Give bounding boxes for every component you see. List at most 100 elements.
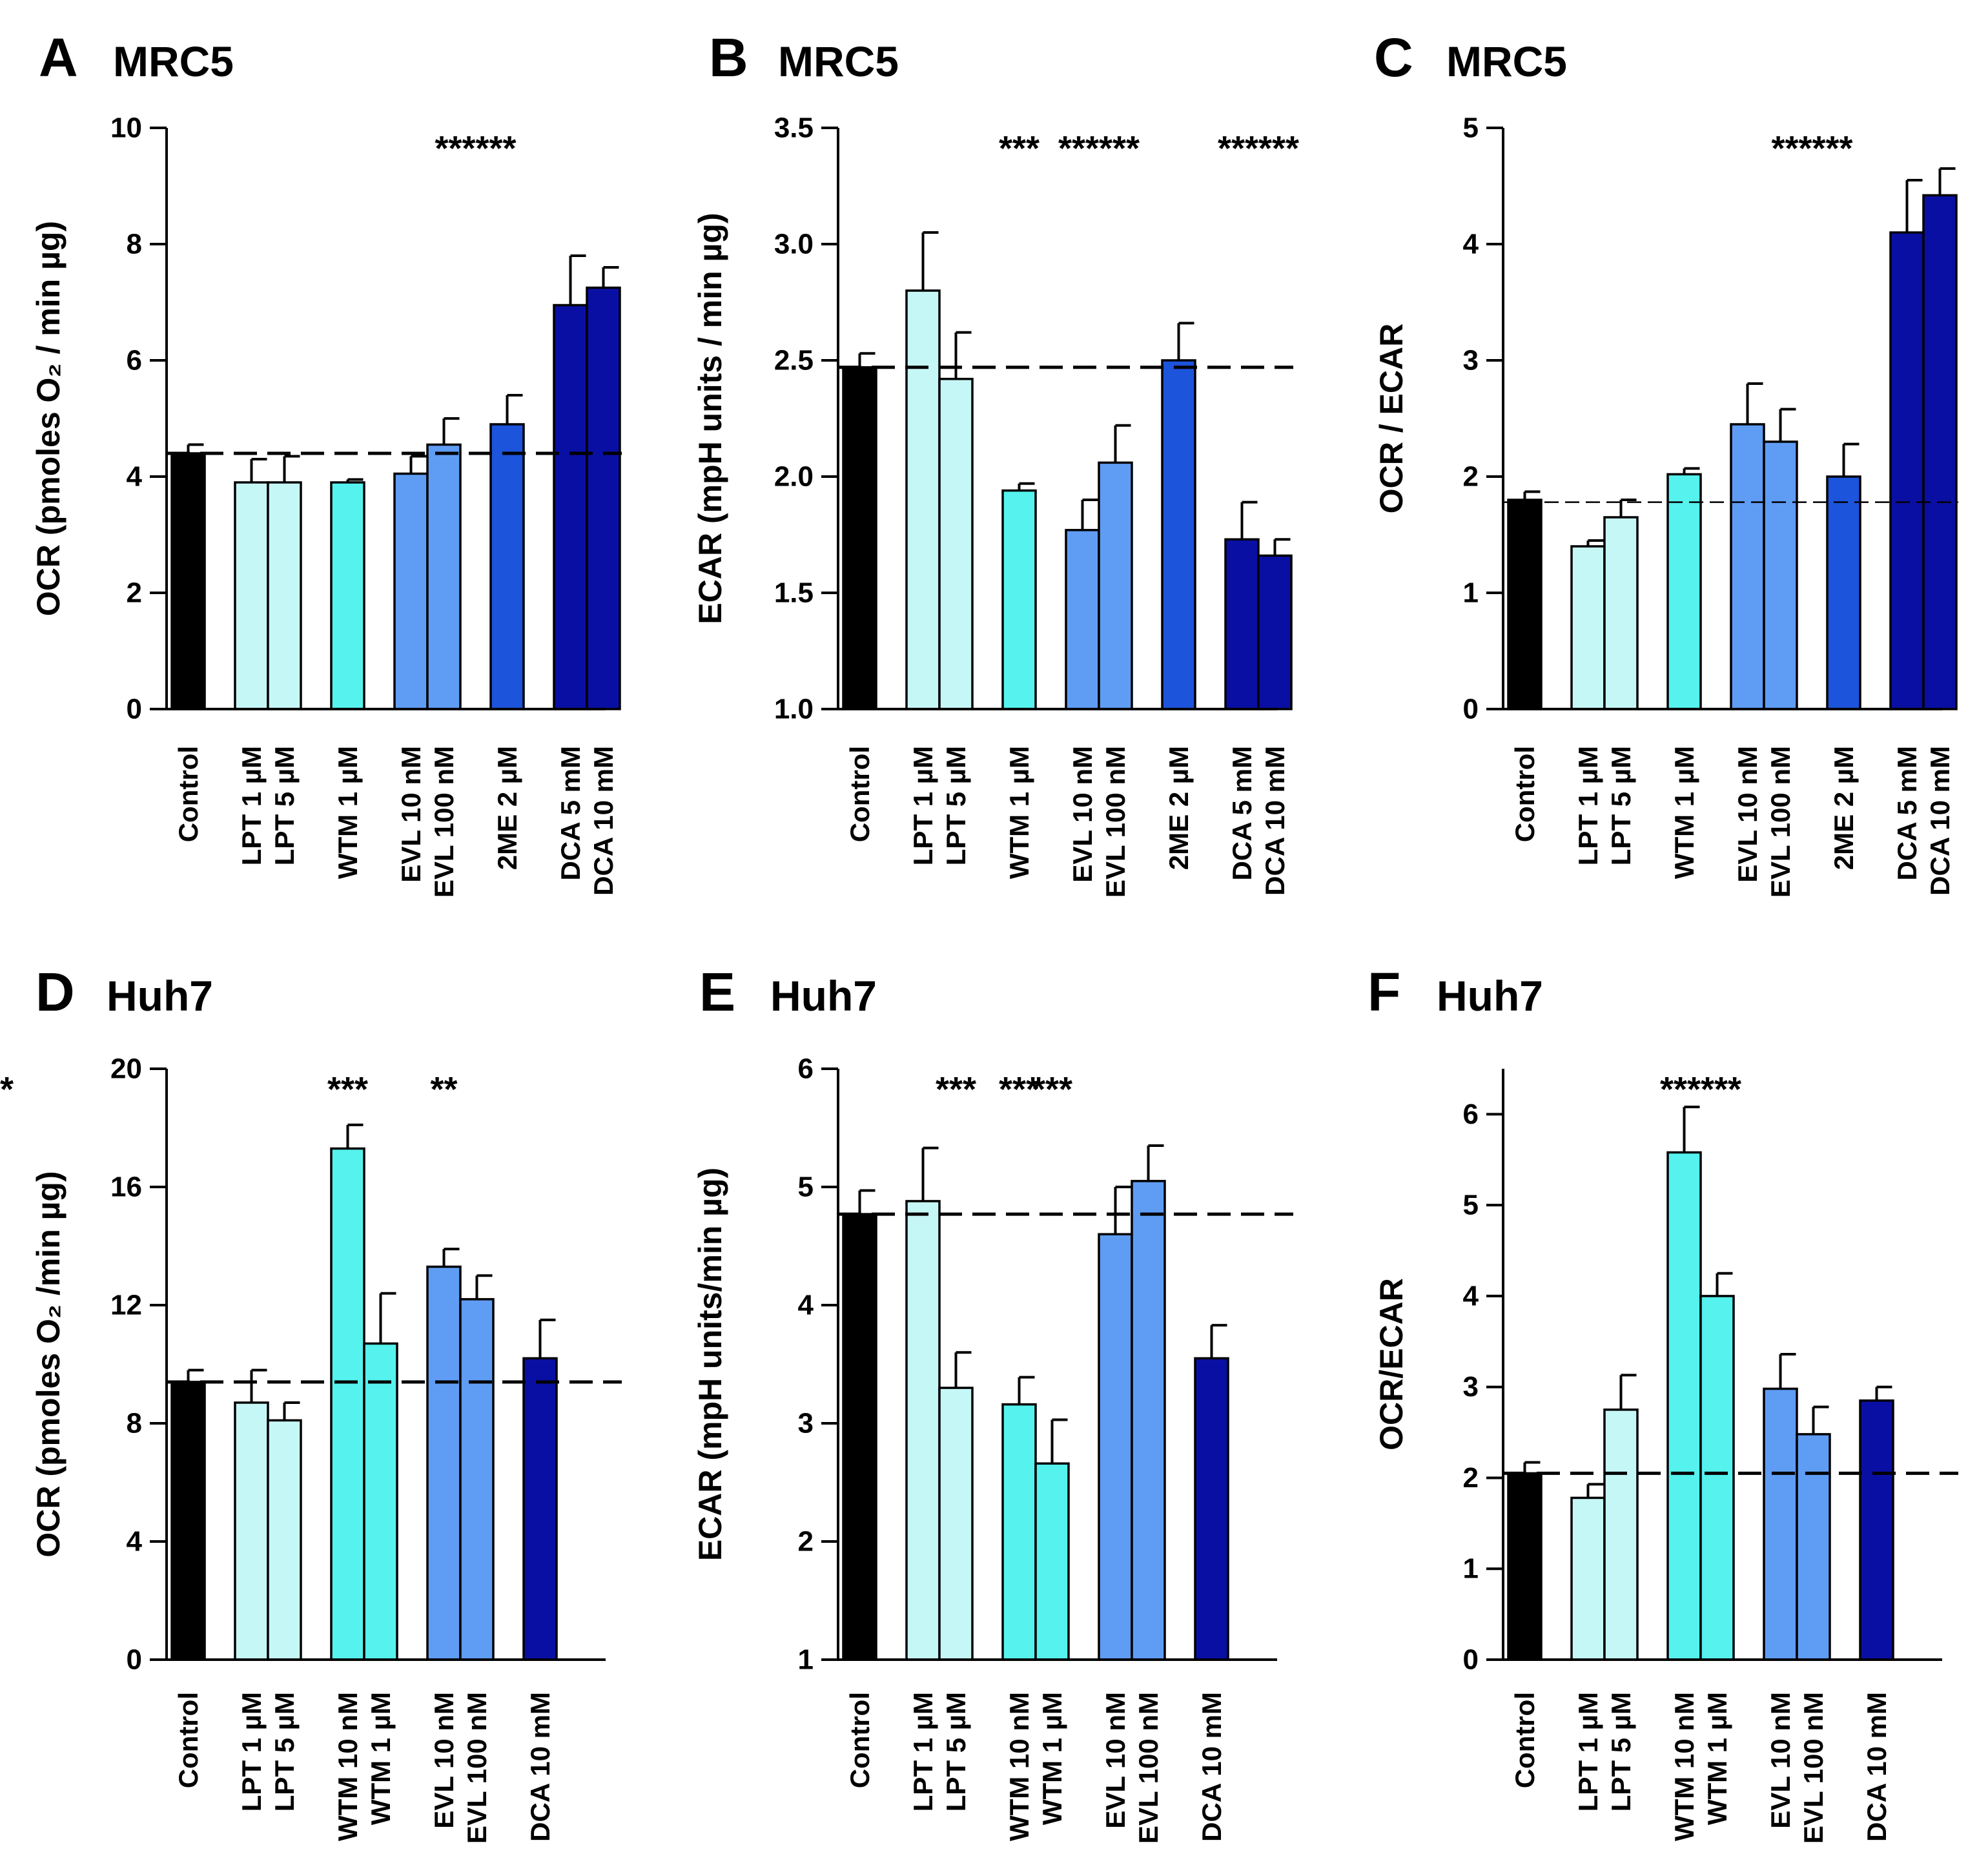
y-tick-label: 6 [127,345,142,376]
category-label: WTM 1 µM [1669,746,1699,879]
category-label: EVL 10 nM [1100,1692,1131,1829]
y-tick-label: 20 [110,1053,142,1085]
y-tick-label: 0 [127,1644,142,1676]
category-label: DCA 10 mM [1925,746,1955,896]
category-label: WTM 1 µM [1702,1692,1732,1825]
category-label: DCA 10 mM [1260,746,1290,896]
y-tick-label: 4 [1463,1280,1479,1312]
category-label: EVL 100 nM [429,746,459,898]
y-tick-label: 10 [110,112,142,144]
bar [426,443,462,710]
y-tick-label: 0 [1463,1644,1479,1676]
bar [1507,499,1542,710]
bar [1161,359,1196,710]
panel-title: Huh7 [1437,972,1543,1020]
y-tick-label: 8 [127,1408,142,1439]
significance-marker: *** [999,129,1040,168]
bar [1699,1295,1735,1661]
y-tick-label: 12 [110,1290,142,1321]
category-label: 2ME 2 µM [1163,746,1194,870]
panel-title: MRC5 [113,37,234,85]
category-label: LPT 1 µM [908,746,938,865]
panel-label: B [709,27,748,88]
significance-marker: ****** [1058,129,1140,168]
y-tick-label: 5 [1463,1190,1479,1221]
category-label: DCA 5 mM [555,746,586,880]
category-label: Control [1510,1692,1540,1788]
category-label: EVL 100 nM [462,1692,492,1844]
category-label: EVL 100 nM [1100,746,1131,898]
bar [1098,1233,1133,1661]
bar [1666,1151,1702,1661]
y-tick-label: 2.5 [774,345,814,376]
bar [905,1200,941,1661]
category-label: EVL 100 nM [1798,1692,1829,1844]
bar [330,1147,365,1661]
category-label: LPT 1 µM [1573,746,1603,865]
category-label: EVL 10 nM [396,746,426,883]
category-label: WTM 1 µM [365,1692,396,1825]
bar [330,481,365,710]
y-tick-label: 5 [798,1171,814,1203]
y-tick-label: 2.0 [774,461,814,493]
y-tick-label: 3 [798,1408,814,1439]
bar [522,1357,558,1661]
category-label: Control [1510,746,1540,842]
significance-marker: *** [936,1070,976,1109]
bar [267,1419,302,1661]
y-tick-label: 6 [1463,1098,1479,1130]
bar [1763,1387,1798,1661]
y-tick-label: 8 [127,229,142,260]
bar [234,1401,269,1661]
category-label: EVL 10 nM [1765,1692,1796,1829]
bar [1603,1408,1639,1661]
bar [1603,516,1639,710]
bar [553,304,588,710]
y-tick-label: 6 [798,1053,814,1085]
bar [170,1381,206,1661]
y-tick-label: 4 [127,1526,143,1558]
panel-label: A [39,27,78,88]
panel-b: B MRC5 ECAR (mpH units / min µg) 1.0 1.5 2.0 2… [692,27,1299,898]
bar [459,1298,495,1661]
category-label: LPT 1 µM [908,1692,938,1811]
category-label: 2ME 2 µM [492,746,522,870]
bar [1763,440,1798,710]
panel-label: D [36,962,75,1022]
panel-title: Huh7 [770,972,877,1020]
category-label: WTM 10 nM [1004,1692,1034,1841]
bar [842,1213,877,1661]
category-label: LPT 5 µM [269,746,300,865]
significance-marker: ****** [1218,129,1299,168]
y-tick-label: 3 [1463,345,1479,376]
bar [1666,473,1702,710]
category-label: LPT 1 µM [236,746,267,865]
category-label: 2ME 2 µM [1829,746,1859,870]
bar [1131,1180,1166,1661]
y-tick-label: 4 [1463,229,1479,260]
bar [1796,1433,1831,1661]
category-label: EVL 10 nM [429,1692,459,1829]
significance-marker: ** [0,1070,14,1109]
bar [1570,545,1606,710]
category-label: Control [845,1692,875,1788]
significance-marker: *** [999,1070,1040,1109]
y-axis-label: OCR (pmoles O₂ /min µg) [30,1171,67,1557]
bar [489,423,525,710]
category-label: DCA 10 mM [588,746,619,896]
bar [1194,1357,1229,1661]
category-label: LPT 5 µM [1606,1692,1636,1811]
category-label: DCA 5 mM [1892,746,1922,880]
y-tick-label: 2 [798,1526,814,1558]
category-label: LPT 1 µM [236,1692,267,1811]
category-label: DCA 10 mM [1861,1692,1892,1842]
bar [1224,538,1260,710]
category-label: Control [845,746,875,842]
y-tick-label: 1 [798,1644,814,1676]
bar [1826,475,1861,710]
bar [586,286,621,710]
significance-marker: ****** [1771,129,1852,168]
category-label: EVL 10 nM [1732,746,1763,883]
category-label: LPT 5 µM [1606,746,1636,865]
y-axis-label: ECAR (mpH units / min µg) [692,212,728,624]
